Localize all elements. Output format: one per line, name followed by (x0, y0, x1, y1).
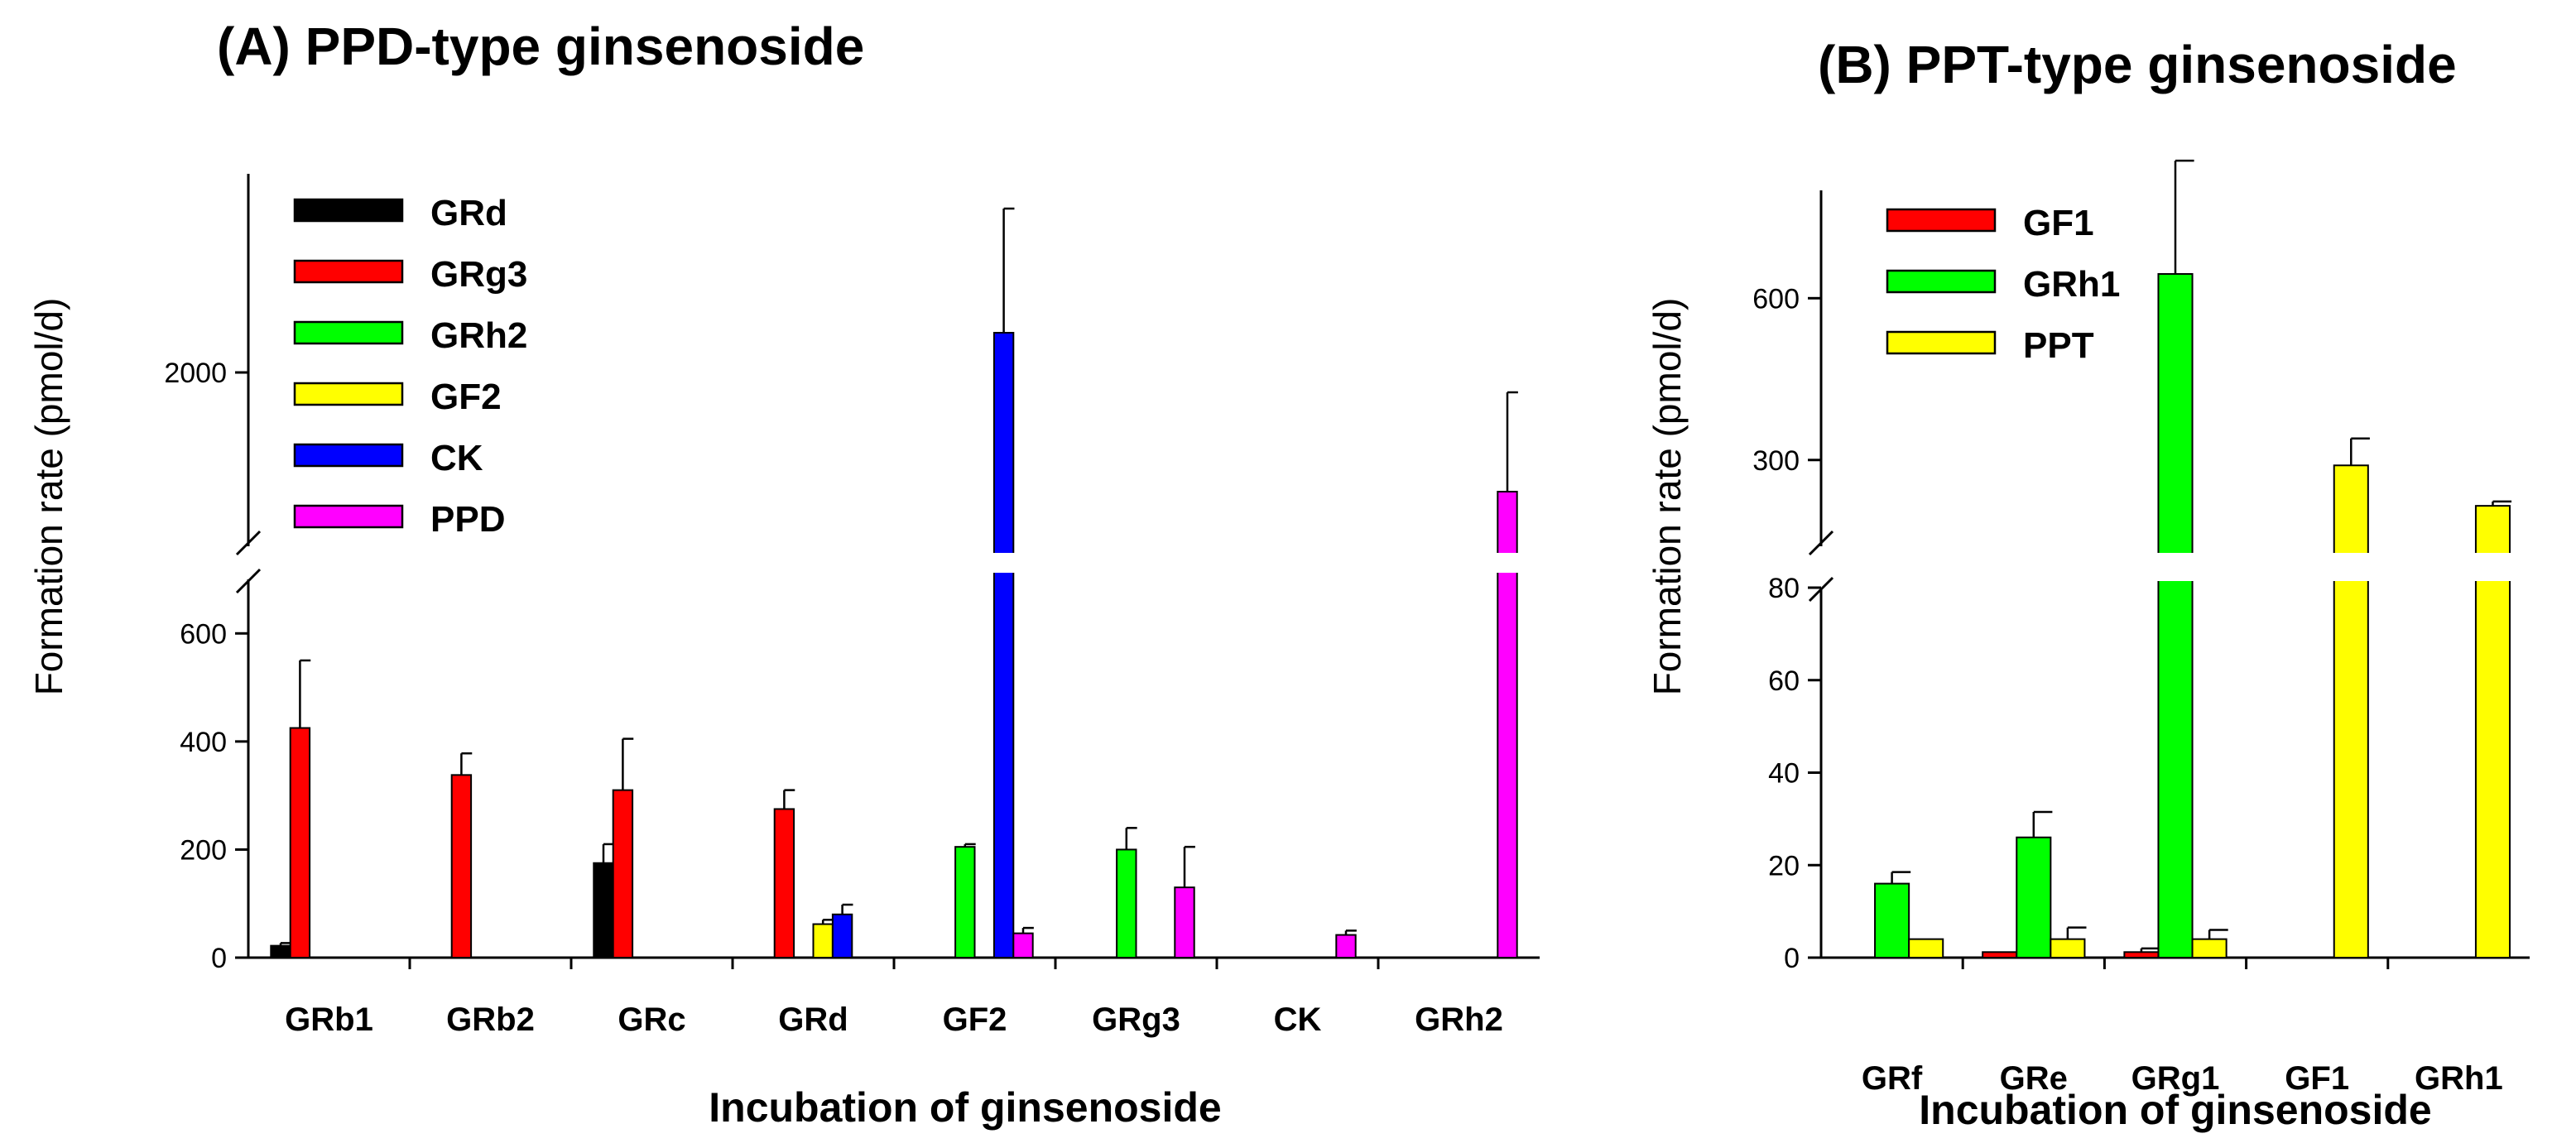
panel-a-category-label: CK (1274, 1001, 1322, 1038)
panel-a-legend-swatch (293, 259, 404, 284)
panel-b-bar (2123, 951, 2160, 959)
panel-a-legend-label: CK (430, 438, 483, 478)
panel-a-bar (1174, 886, 1195, 958)
panel-a-bar-break-gap (1495, 553, 1520, 573)
panel-b-y-tick-label: 300 (1752, 445, 1800, 477)
panel-b-y-tick-label: 0 (1784, 943, 1800, 974)
panel-b-axis-break-mark (1808, 576, 1834, 603)
panel-b-y-axis-title: Formation rate (pmol/d) (1646, 298, 1689, 696)
panel-a-bar (1116, 848, 1137, 959)
panel-b-bar (2333, 464, 2369, 958)
panel-a-category-label: GRd (778, 1001, 848, 1038)
panel-a-y-tick-label: 0 (211, 943, 227, 974)
panel-b-bar-break-gap (2331, 553, 2371, 581)
panel-b-plot: 0 20 40 60 80 300 600 GRf GRe GRg1 GF1 GRh1 GF1 GRh1 P… (1752, 159, 2530, 1097)
panel-a-bar (270, 944, 291, 958)
panel-b-legend-label: GRh1 (2023, 264, 2120, 305)
panel-a-category-label: GRc (618, 1001, 685, 1038)
panel-b-bar (1982, 951, 2018, 959)
panel-b-legend-label: PPT (2023, 325, 2094, 366)
panel-a-plot: 0 200 400 600 2000 GRb1 GRb2 GRc GRd GF2 GRg3 CK GRh… (164, 174, 1540, 1038)
panel-b-legend-label: GF1 (2023, 203, 2094, 243)
panel-b-legend-swatch (1886, 330, 1997, 355)
panel-a-bar (812, 923, 834, 958)
panel-a-legend-label: GRg3 (430, 254, 527, 295)
panel-a-bar (450, 774, 473, 958)
panel-b-category-label: GRf (1862, 1060, 1923, 1097)
panel-b-category-label: GRe (2000, 1060, 2068, 1097)
panel-b-category-label: GRg1 (2131, 1060, 2220, 1097)
panel-a-bar (1335, 934, 1357, 958)
panel-a-axis-break-mark (235, 530, 262, 556)
panel-b-bar (1908, 938, 1944, 959)
panel-b-y-tick-label: 40 (1768, 758, 1800, 790)
panel-a-legend-swatch (293, 504, 404, 529)
panel-b-category-label: GRh1 (2415, 1060, 2503, 1097)
panel-a-axis-break-mark (235, 568, 262, 594)
panel-a-bar (954, 846, 976, 959)
panel-a-y-tick-label: 200 (180, 834, 227, 866)
panel-a-y-tick-label: 400 (180, 727, 227, 758)
panel-b-y-tick-label: 600 (1752, 283, 1800, 315)
panel-b-bar (1874, 882, 1910, 958)
panel-a-y-axis-title: Formation rate (pmol/d) (27, 298, 70, 696)
panel-b-y-tick-label: 20 (1768, 850, 1800, 881)
panel-a-bar (289, 727, 311, 958)
panel-a-bar (831, 913, 853, 959)
panel-a-category-label: GRh2 (1415, 1001, 1503, 1038)
panel-b-legend-swatch (1886, 269, 1997, 294)
panel-b-bar-break-gap (2155, 553, 2195, 581)
panel-b-title: (B) PPT-type ginsenoside (1818, 35, 2457, 94)
panel-a-bar (1012, 932, 1034, 959)
panel-b-bar (2474, 505, 2511, 958)
panel-a-bar (612, 789, 634, 958)
panel-a-title: (A) PPD-type ginsenoside (217, 17, 864, 76)
panel-a-category-label: GRb1 (285, 1001, 373, 1038)
panel-a-legend-swatch (293, 382, 404, 406)
panel-a-category-label: GRg3 (1092, 1001, 1180, 1038)
panel-a-legend-label: GRd (430, 193, 507, 233)
panel-a-legend-label: PPD (430, 499, 505, 540)
panel-b-bar (2050, 938, 2086, 959)
panel-b-category-label: GF1 (2285, 1060, 2349, 1097)
panel-a-bar-break-gap (991, 553, 1016, 573)
panel-b-bar (2157, 272, 2194, 958)
panel-b-x-axis-title: Incubation of ginsenoside (1919, 1087, 2431, 1133)
panel-a-legend-swatch (293, 198, 404, 223)
panel-a-legend-swatch (293, 443, 404, 468)
panel-a-category-label: GRb2 (446, 1001, 535, 1038)
panel-a-bar (773, 808, 795, 959)
panel-b-y-tick-label: 60 (1768, 665, 1800, 697)
panel-a-y-tick-label: 2000 (164, 358, 227, 389)
panel-a-legend-label: GRh2 (430, 315, 527, 356)
panel-a-bar (992, 332, 1015, 958)
panel-a-y-tick-label: 600 (180, 618, 227, 650)
panel-b-bar (2016, 836, 2052, 958)
panel-b-bar-break-gap (2473, 553, 2513, 581)
panel-a-legend-label: GF2 (430, 377, 502, 417)
panel-b-legend-swatch (1886, 208, 1997, 233)
panel-a-legend-swatch (293, 320, 404, 345)
panel-b-axis-break-mark (1808, 530, 1834, 556)
panel-a-x-axis-title: Incubation of ginsenoside (709, 1084, 1221, 1131)
panel-a-category-label: GF2 (943, 1001, 1007, 1038)
panel-b-y-tick-label: 80 (1768, 573, 1800, 604)
panel-b-bar (2191, 938, 2228, 959)
panel-a-bar (593, 862, 614, 958)
